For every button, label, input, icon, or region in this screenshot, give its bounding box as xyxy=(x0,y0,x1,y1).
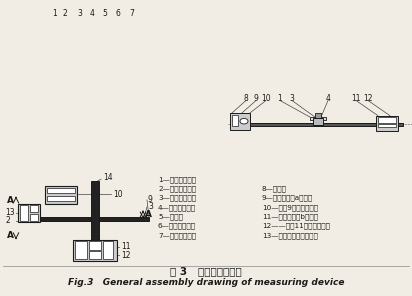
Bar xyxy=(47,188,75,193)
Text: A: A xyxy=(145,210,152,219)
Text: 10—部件9上的应变片；: 10—部件9上的应变片； xyxy=(262,204,318,210)
Text: 3: 3 xyxy=(290,94,295,103)
Bar xyxy=(243,123,403,126)
Text: 9—径向负载梁a部分；: 9—径向负载梁a部分； xyxy=(262,194,313,201)
Text: 图 3   测试装置总装图: 图 3 测试装置总装图 xyxy=(170,266,242,276)
Text: 11—径向负载梁b部分；: 11—径向负载梁b部分； xyxy=(262,213,318,220)
Bar xyxy=(56,33,60,35)
Text: 2: 2 xyxy=(63,9,68,18)
Text: 3—深沟球轴承；: 3—深沟球轴承； xyxy=(158,194,196,201)
Circle shape xyxy=(240,118,248,124)
Bar xyxy=(75,242,87,259)
Text: 5—螺钉；: 5—螺钉； xyxy=(158,213,183,220)
Bar xyxy=(232,115,238,126)
Bar xyxy=(91,181,99,257)
Text: 3: 3 xyxy=(148,202,153,211)
Text: 12: 12 xyxy=(363,94,373,103)
Text: 10: 10 xyxy=(113,190,123,199)
Text: 12: 12 xyxy=(121,251,131,260)
Text: 13—切向负载梁应变片；: 13—切向负载梁应变片； xyxy=(262,232,318,239)
Text: 6—球磨机通体；: 6—球磨机通体； xyxy=(158,223,196,229)
Polygon shape xyxy=(15,41,185,87)
Bar xyxy=(30,205,38,213)
Bar xyxy=(230,113,250,130)
Text: 11: 11 xyxy=(121,242,131,251)
Text: 11: 11 xyxy=(351,94,361,103)
Text: 2—切向传动杆；: 2—切向传动杆； xyxy=(158,185,196,192)
Text: 10: 10 xyxy=(261,94,271,103)
Bar xyxy=(315,113,321,123)
Text: 6: 6 xyxy=(115,9,120,18)
Text: 13: 13 xyxy=(5,208,14,217)
Text: Fig.3   General assembly drawing of measuring device: Fig.3 General assembly drawing of measur… xyxy=(68,278,344,287)
Text: 5: 5 xyxy=(103,9,108,18)
Bar xyxy=(99,217,149,221)
Text: A: A xyxy=(7,196,14,205)
Text: 4: 4 xyxy=(89,9,94,18)
Bar xyxy=(378,117,396,123)
Text: 2: 2 xyxy=(5,216,10,225)
Text: 7: 7 xyxy=(129,9,134,18)
Text: 14: 14 xyxy=(103,173,112,182)
Bar xyxy=(313,118,323,126)
Text: 8: 8 xyxy=(243,94,248,103)
Bar xyxy=(310,117,326,120)
Bar xyxy=(56,29,60,31)
Text: 1: 1 xyxy=(53,9,57,18)
Text: 9: 9 xyxy=(253,94,258,103)
Text: 1: 1 xyxy=(278,94,282,103)
Bar xyxy=(47,196,75,201)
Bar xyxy=(378,124,396,128)
Bar xyxy=(55,27,61,40)
Bar xyxy=(376,116,398,131)
Bar xyxy=(89,251,101,259)
Text: 12——部件11上的应变片；: 12——部件11上的应变片； xyxy=(262,223,330,229)
Text: 9: 9 xyxy=(148,195,153,205)
Text: A: A xyxy=(7,231,14,240)
Text: 4: 4 xyxy=(325,94,330,103)
Bar xyxy=(20,205,28,221)
Text: 4—径向传动杆；: 4—径向传动杆； xyxy=(158,204,196,210)
Bar xyxy=(28,217,91,221)
Bar xyxy=(103,242,113,259)
Bar xyxy=(30,214,38,221)
Text: 8—螺钉；: 8—螺钉； xyxy=(262,185,287,192)
Bar xyxy=(45,186,77,204)
Text: 1—切向负载梁；: 1—切向负载梁； xyxy=(158,176,196,183)
Bar xyxy=(18,204,40,222)
Polygon shape xyxy=(3,33,197,86)
Text: 3: 3 xyxy=(77,9,82,18)
Bar xyxy=(55,34,145,40)
Text: 7—球磨机行板；: 7—球磨机行板； xyxy=(158,232,196,239)
Bar xyxy=(89,242,101,250)
Bar xyxy=(73,240,117,261)
